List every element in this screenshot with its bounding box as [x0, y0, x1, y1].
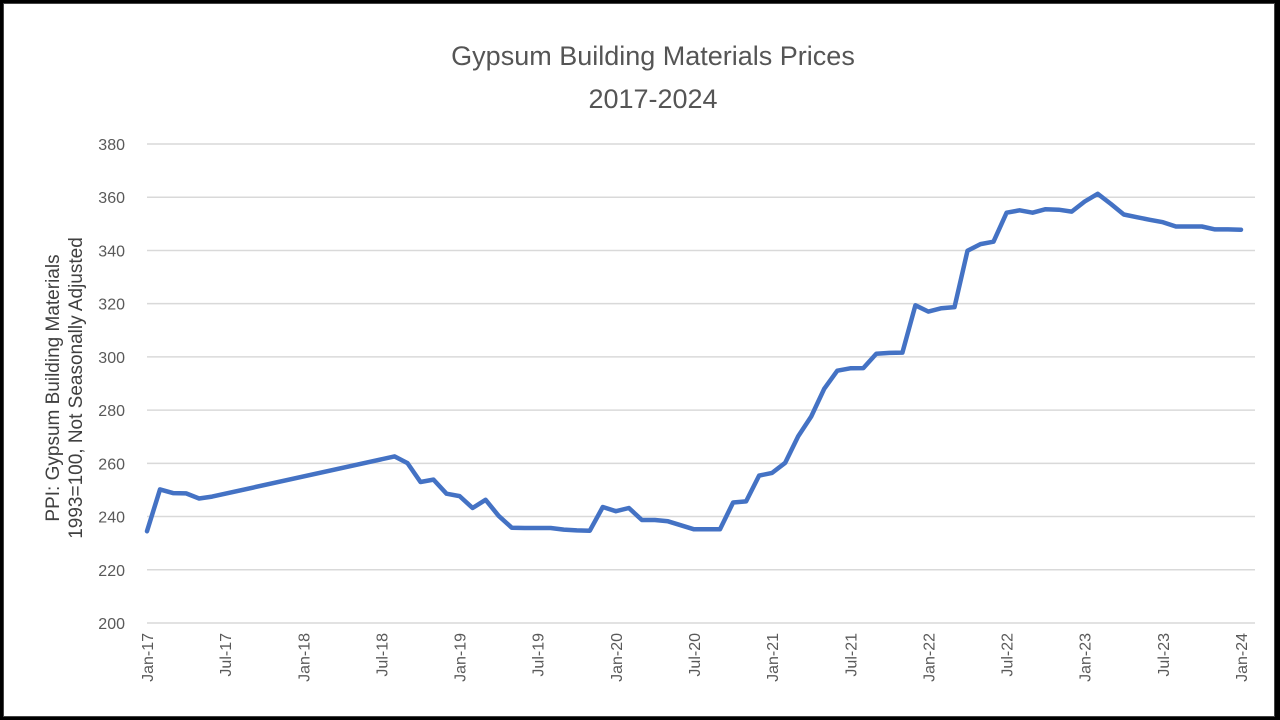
- x-tick-label: Jan-17: [140, 633, 157, 682]
- x-tick-label: Jan-23: [1078, 633, 1095, 682]
- x-tick-label: Jul-19: [531, 633, 548, 677]
- y-tick-label: 360: [98, 190, 125, 207]
- x-tick-label: Jan-18: [296, 633, 313, 682]
- series-line-0: [144, 191, 1244, 534]
- gridlines: [147, 143, 1255, 624]
- series-layer: [144, 191, 1244, 534]
- line-chart: Gypsum Building Materials Prices 2017-20…: [43, 41, 1255, 682]
- x-tick-label: Jan-22: [921, 633, 938, 682]
- x-tick-label: Jul-18: [374, 633, 391, 677]
- y-axis-title-line-2: 1993=100, Not Seasonally Adjusted: [66, 237, 87, 539]
- x-tick-label: Jan-19: [453, 633, 470, 682]
- y-tick-label: 380: [98, 137, 125, 154]
- x-tick-label: Jul-22: [1000, 633, 1017, 677]
- y-tick-label: 340: [98, 243, 125, 260]
- y-tick-label: 300: [98, 350, 125, 367]
- y-tick-label: 200: [98, 616, 125, 633]
- x-tick-label: Jul-17: [218, 633, 235, 677]
- chart-title-line-1: Gypsum Building Materials Prices: [451, 41, 855, 71]
- y-tick-label: 280: [98, 403, 125, 420]
- x-tick-label: Jan-20: [609, 633, 626, 682]
- x-axis-ticks: Jan-17 Jul-17 Jan-18 Jul-18 Jan-19 Jul-19 Jan-…: [140, 633, 1251, 682]
- x-tick-label: Jan-21: [765, 633, 782, 682]
- y-tick-label: 260: [98, 456, 125, 473]
- x-tick-label: Jul-21: [843, 633, 860, 677]
- x-tick-label: Jul-20: [687, 633, 704, 677]
- y-tick-label: 320: [98, 297, 125, 314]
- y-axis-title: PPI: Gypsum Building Materials 1993=100,…: [43, 237, 87, 539]
- x-tick-label: Jan-24: [1234, 633, 1251, 682]
- y-axis-title-line-1: PPI: Gypsum Building Materials: [43, 254, 64, 521]
- chart-frame: Gypsum Building Materials Prices 2017-20…: [3, 3, 1275, 717]
- x-tick-label: Jul-23: [1156, 633, 1173, 677]
- y-axis-ticks: 200 220 240 260 280 300 320 340 360 380: [98, 137, 125, 633]
- y-tick-label: 220: [98, 563, 125, 580]
- chart-title-line-2: 2017-2024: [588, 84, 717, 114]
- y-tick-label: 240: [98, 510, 125, 527]
